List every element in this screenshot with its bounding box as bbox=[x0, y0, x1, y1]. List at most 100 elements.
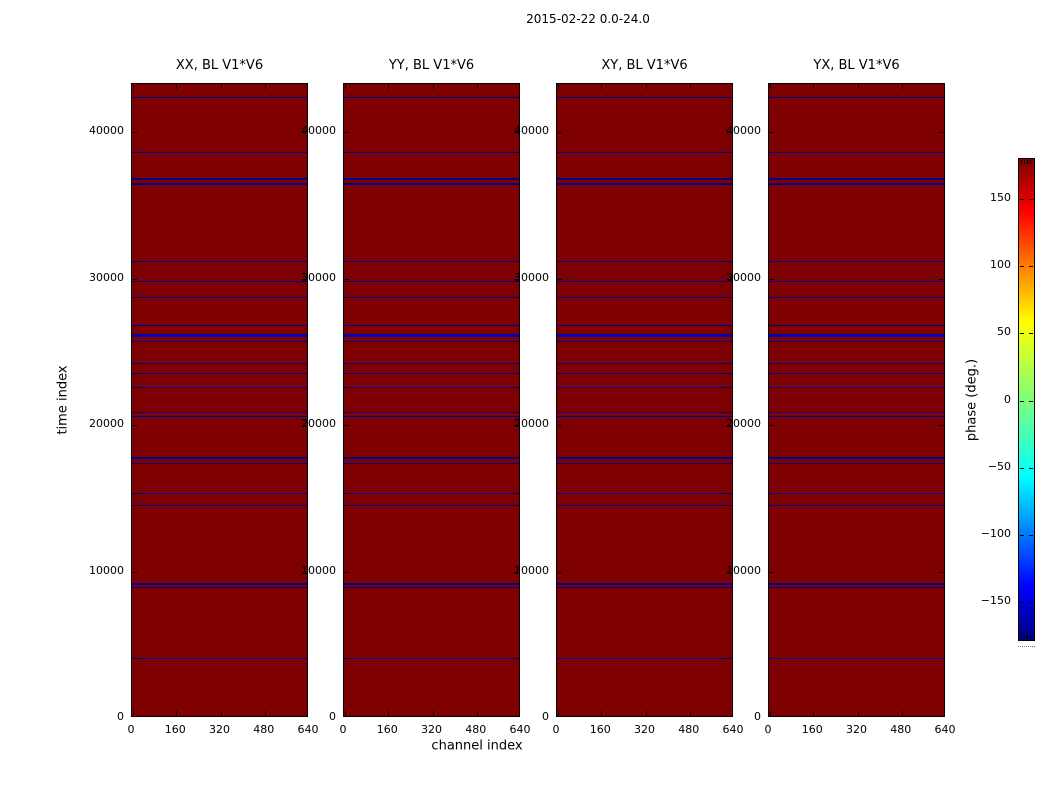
flagged-row bbox=[557, 415, 732, 417]
flagged-row bbox=[344, 260, 519, 262]
x-tick-mark bbox=[645, 85, 647, 89]
y-tick-mark bbox=[345, 425, 349, 427]
flagged-row bbox=[344, 341, 519, 343]
flagged-row bbox=[344, 325, 519, 327]
y-tick-mark bbox=[727, 571, 731, 573]
flagged-row bbox=[132, 658, 307, 660]
colorbar-tick-mark bbox=[1029, 266, 1033, 268]
x-tick-mark bbox=[176, 85, 178, 89]
colorbar-tick-mark bbox=[1020, 601, 1024, 603]
x-tick-label: 160 bbox=[164, 723, 186, 736]
flagged-row bbox=[557, 587, 732, 589]
flagged-row bbox=[557, 260, 732, 262]
flagged-row bbox=[769, 415, 944, 417]
flagged-row bbox=[132, 297, 307, 299]
flagged-row bbox=[344, 492, 519, 494]
y-tick-mark bbox=[133, 278, 137, 280]
colorbar-tick-label: −50 bbox=[987, 459, 1011, 473]
x-tick-label: 480 bbox=[253, 723, 275, 736]
colorbar-tick-mark bbox=[1029, 467, 1033, 469]
x-tick-label: 640 bbox=[297, 723, 319, 736]
flagged-row bbox=[769, 462, 944, 464]
flagged-row bbox=[344, 363, 519, 365]
flagged-row bbox=[344, 583, 519, 585]
colorbar-tick-mark bbox=[1029, 199, 1033, 201]
x-tick-mark bbox=[307, 85, 308, 89]
x-tick-mark bbox=[220, 711, 222, 715]
flagged-row bbox=[769, 341, 944, 343]
colorbar-top-hatch bbox=[1021, 160, 1032, 164]
y-tick-label: 40000 bbox=[301, 124, 336, 138]
colorbar-tick-mark bbox=[1029, 400, 1033, 402]
flagged-row bbox=[557, 412, 732, 414]
flagged-row bbox=[769, 183, 944, 186]
flagged-row bbox=[132, 583, 307, 585]
flagged-row bbox=[344, 152, 519, 154]
subplot-title-xx: XX, BL V1*V6 bbox=[175, 58, 264, 73]
x-tick-mark bbox=[476, 85, 478, 89]
flagged-row bbox=[769, 583, 944, 585]
subplot-xy: XY, BL V1*V6 bbox=[556, 58, 733, 717]
y-tick-mark bbox=[939, 425, 943, 427]
x-tick-mark bbox=[944, 85, 945, 89]
y-tick-label: 40000 bbox=[726, 124, 761, 138]
x-tick-mark bbox=[901, 711, 903, 715]
x-tick-label: 160 bbox=[589, 723, 611, 736]
heatmap-xx bbox=[131, 83, 308, 717]
x-tick-mark bbox=[558, 85, 559, 89]
x-tick-mark bbox=[388, 85, 390, 89]
x-tick-label: 320 bbox=[421, 723, 442, 736]
flagged-row bbox=[132, 386, 307, 388]
flagged-row bbox=[344, 462, 519, 464]
colorbar-tick-mark bbox=[1029, 601, 1033, 603]
x-tick-mark bbox=[519, 85, 520, 89]
subplot-yy: YY, BL V1*V6 bbox=[343, 58, 520, 717]
colorbar-tick-mark bbox=[1020, 333, 1024, 335]
flagged-row bbox=[132, 260, 307, 262]
x-tick-mark bbox=[857, 711, 859, 715]
heatmap-yx bbox=[768, 83, 945, 717]
subplot-title-xy: XY, BL V1*V6 bbox=[601, 58, 688, 73]
flagged-row bbox=[344, 334, 519, 338]
flagged-row bbox=[132, 457, 307, 460]
x-tick-mark bbox=[857, 85, 859, 89]
flagged-row bbox=[344, 415, 519, 417]
x-tick-mark bbox=[770, 711, 771, 715]
flagged-row bbox=[344, 658, 519, 660]
y-tick-label: 10000 bbox=[89, 563, 124, 577]
colorbar-tick-label: −150 bbox=[980, 593, 1011, 607]
y-tick-label: 20000 bbox=[89, 417, 124, 431]
flagged-row bbox=[132, 334, 307, 338]
y-tick-mark bbox=[770, 132, 774, 134]
flagged-row bbox=[557, 178, 732, 181]
flagged-row bbox=[344, 457, 519, 460]
subplot-yx: YX, BL V1*V6 bbox=[768, 58, 945, 717]
x-tick-label: 0 bbox=[127, 723, 135, 736]
subplot-xx: XX, BL V1*V6 bbox=[131, 58, 308, 717]
flagged-row bbox=[557, 96, 732, 98]
y-tick-label: 0 bbox=[542, 710, 549, 723]
y-tick-label: 10000 bbox=[301, 563, 336, 577]
y-tick-mark bbox=[770, 425, 774, 427]
x-tick-mark bbox=[732, 85, 733, 89]
flagged-row bbox=[557, 492, 732, 494]
x-tick-mark bbox=[689, 85, 691, 89]
x-tick-mark bbox=[645, 711, 647, 715]
y-tick-mark bbox=[514, 278, 518, 280]
x-tick-mark bbox=[220, 85, 222, 89]
y-tick-mark bbox=[302, 132, 306, 134]
x-tick-label: 320 bbox=[846, 723, 867, 736]
colorbar-tick-mark bbox=[1020, 199, 1024, 201]
y-tick-label: 30000 bbox=[726, 270, 761, 284]
flagged-row bbox=[132, 415, 307, 417]
x-tick-label: 640 bbox=[934, 723, 956, 736]
colorbar-tick-label: 50 bbox=[997, 325, 1011, 339]
y-tick-mark bbox=[133, 571, 137, 573]
flagged-row bbox=[557, 341, 732, 343]
y-tick-label: 0 bbox=[754, 710, 761, 723]
flagged-row bbox=[344, 297, 519, 299]
flagged-row bbox=[769, 658, 944, 660]
y-tick-mark bbox=[939, 278, 943, 280]
x-tick-label: 640 bbox=[509, 723, 531, 736]
y-tick-mark bbox=[939, 716, 943, 717]
